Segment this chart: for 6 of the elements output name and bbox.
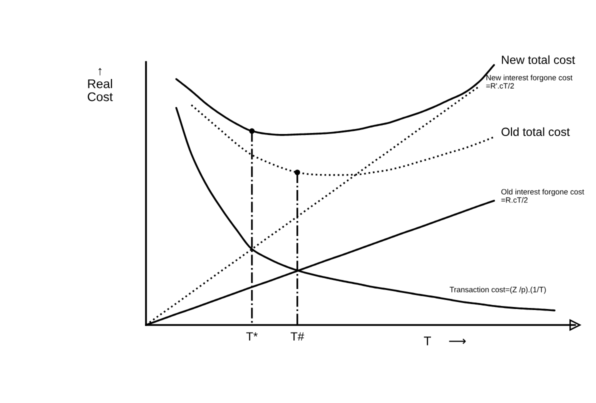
y-axis-title: ↑ Real Cost <box>88 68 113 102</box>
x-axis-title: T ⟶ <box>424 336 466 346</box>
x-tick-label: T# <box>290 332 304 340</box>
series-label: New total cost <box>502 55 576 64</box>
series-label: Old total cost <box>502 127 570 136</box>
x-tick-label: T* <box>246 332 258 340</box>
